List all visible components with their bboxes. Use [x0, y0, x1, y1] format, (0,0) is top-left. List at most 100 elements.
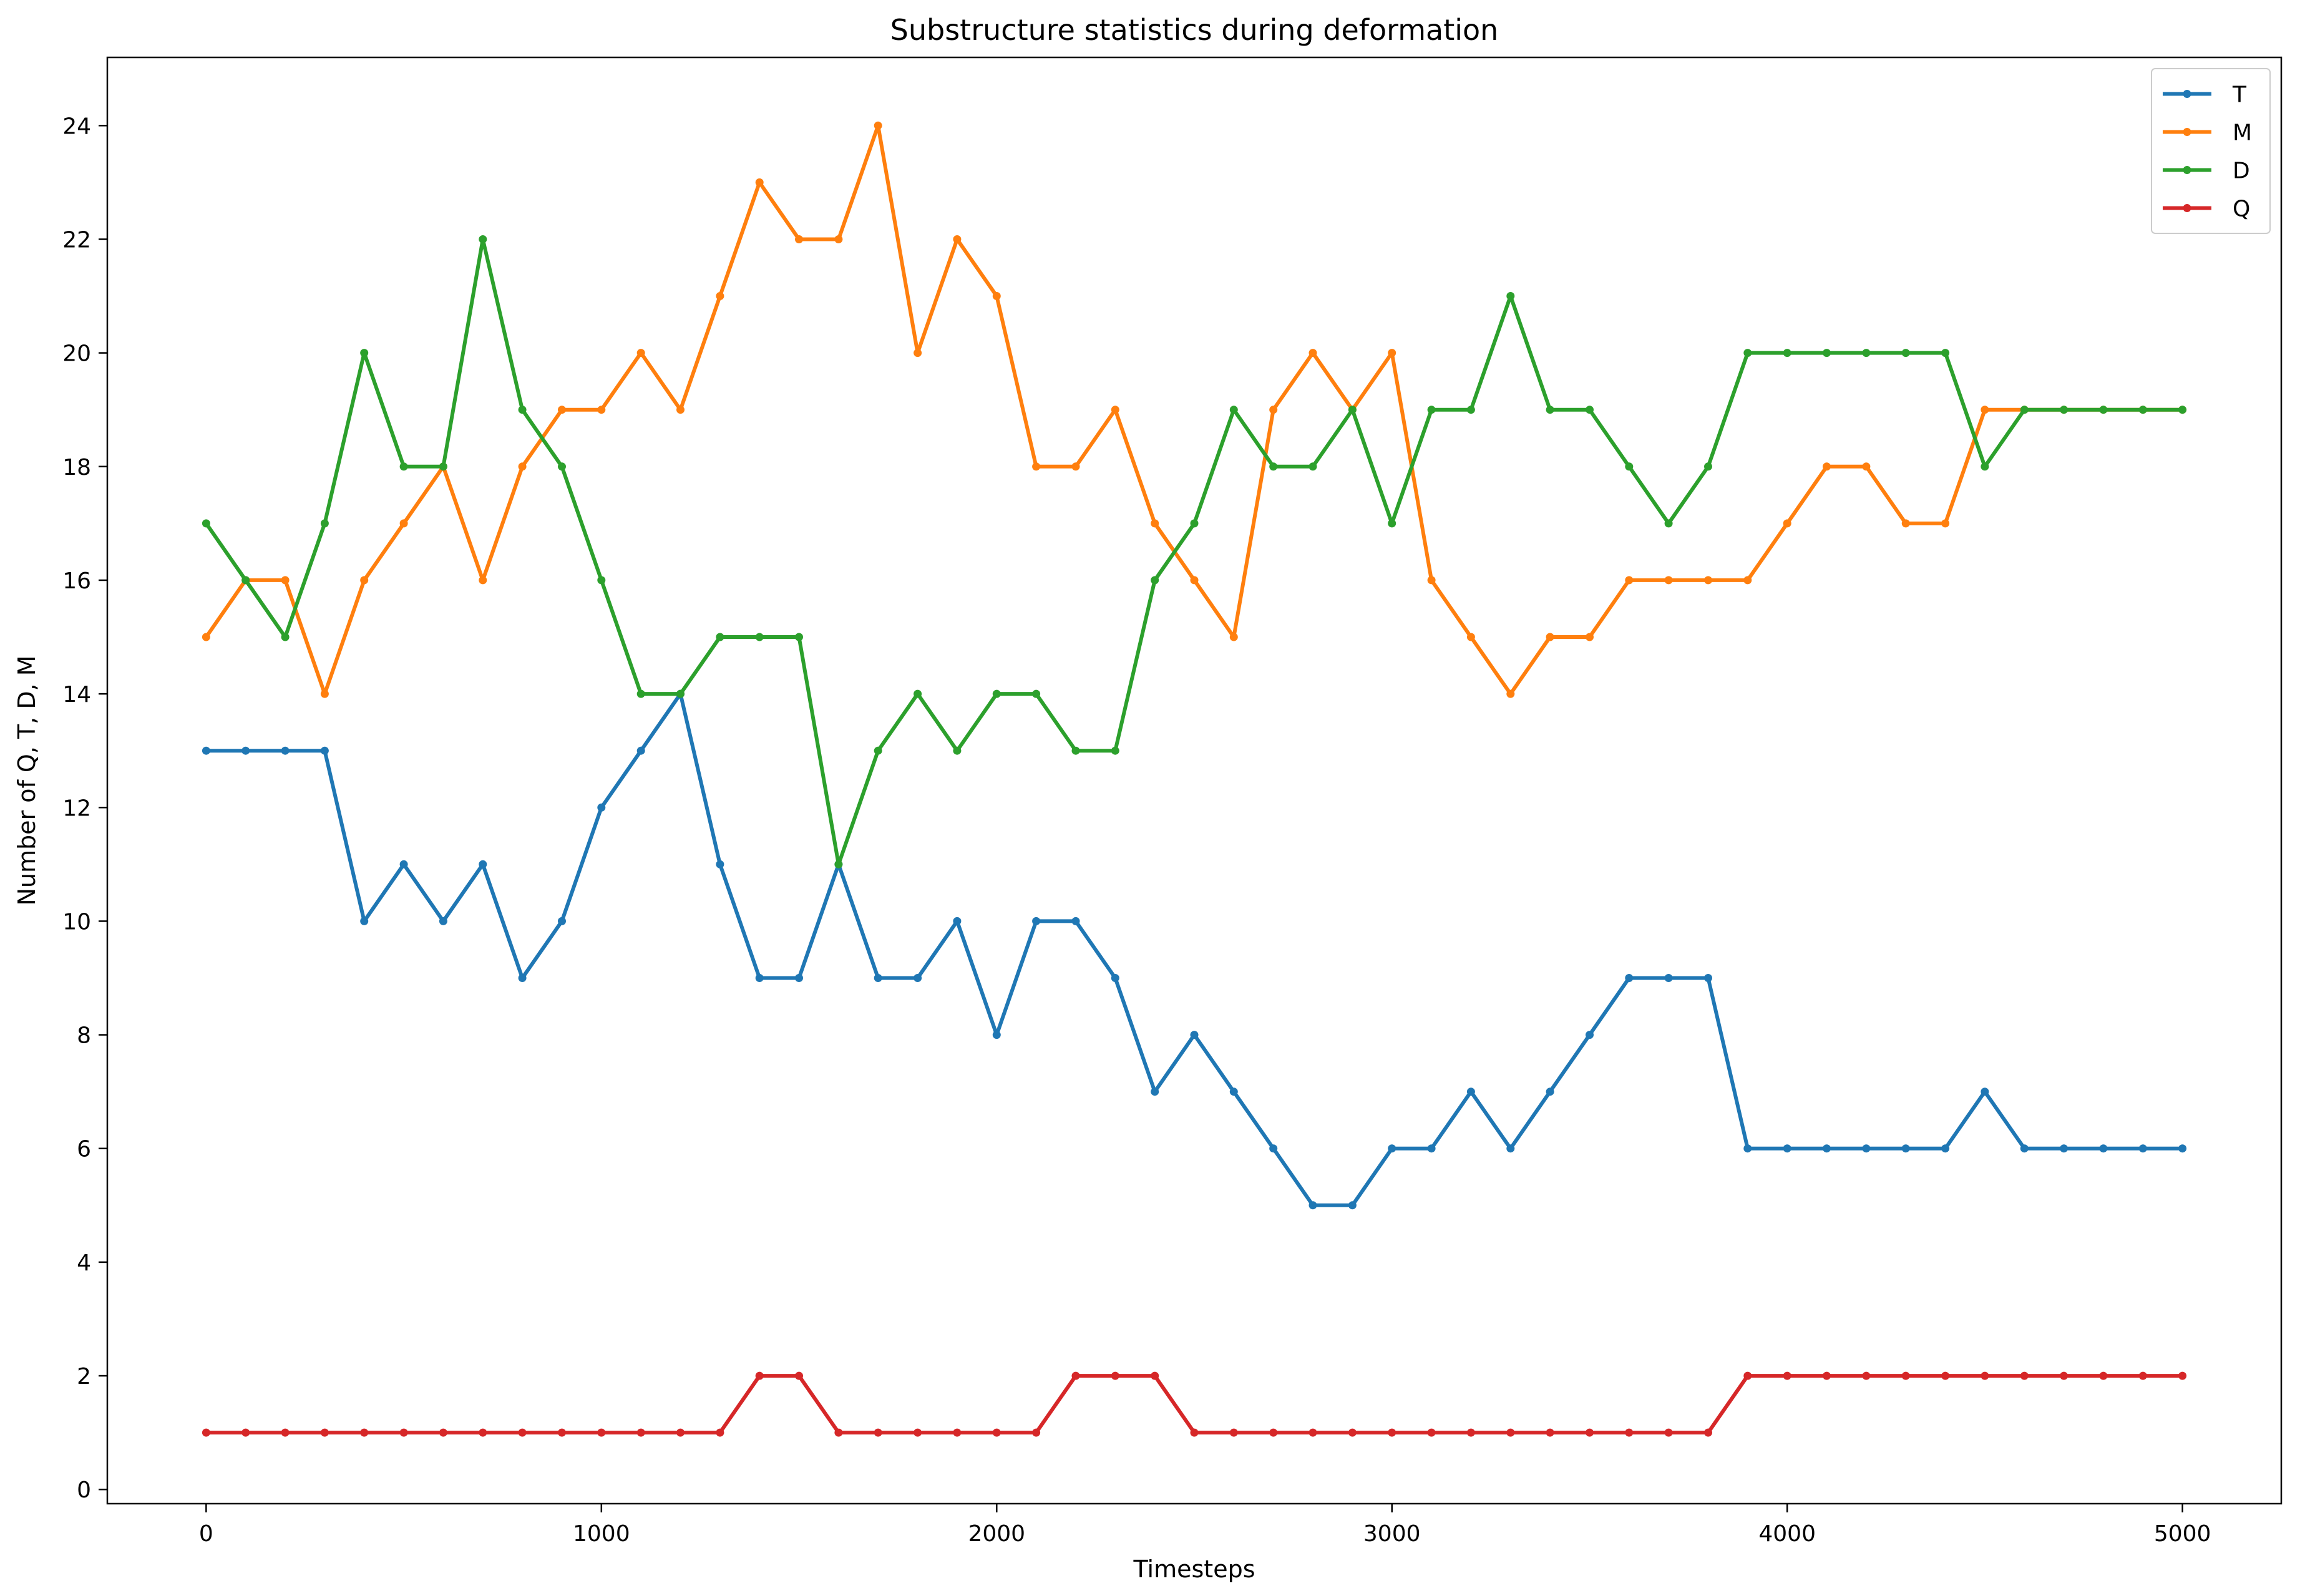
x-tick-label: 1000 — [573, 1521, 630, 1547]
data-point-Q — [874, 1428, 882, 1437]
data-point-M — [1664, 576, 1673, 585]
data-point-M — [518, 462, 527, 471]
data-point-T — [953, 917, 962, 925]
data-point-T — [1229, 1088, 1238, 1096]
data-point-T — [281, 746, 290, 755]
y-tick-label: 8 — [77, 1023, 91, 1049]
data-point-M — [1032, 462, 1041, 471]
data-point-D — [834, 860, 843, 869]
data-point-D — [1625, 462, 1634, 471]
x-tick-label: 0 — [199, 1521, 213, 1547]
data-point-M — [914, 349, 922, 358]
data-point-D — [992, 689, 1001, 698]
data-point-M — [1229, 633, 1238, 641]
data-point-D — [755, 633, 764, 641]
data-point-D — [874, 746, 882, 755]
data-point-M — [874, 121, 882, 130]
data-point-M — [636, 349, 645, 358]
data-point-D — [281, 633, 290, 641]
data-point-T — [1151, 1088, 1159, 1096]
data-point-M — [479, 576, 487, 585]
data-point-M — [1704, 576, 1712, 585]
data-point-D — [1071, 746, 1080, 755]
data-point-M — [202, 633, 210, 641]
data-point-Q — [1664, 1428, 1673, 1437]
data-point-M — [953, 235, 962, 243]
chart-title: Substructure statistics during deformati… — [890, 13, 1499, 47]
data-point-D — [320, 519, 329, 528]
data-point-T — [2099, 1144, 2108, 1153]
series-layer — [202, 121, 2187, 1437]
data-point-D — [1823, 349, 1831, 358]
data-point-M — [1783, 519, 1791, 528]
y-tick-label: 10 — [62, 909, 91, 935]
legend-marker-M — [2183, 128, 2191, 136]
data-point-M — [399, 519, 408, 528]
y-tick-label: 18 — [62, 455, 91, 480]
data-point-Q — [1783, 1371, 1791, 1380]
data-point-M — [795, 235, 803, 243]
data-point-Q — [1981, 1371, 1989, 1380]
x-tick-label: 2000 — [968, 1521, 1025, 1547]
data-point-T — [1071, 917, 1080, 925]
data-point-D — [2020, 406, 2029, 414]
data-point-D — [360, 349, 369, 358]
data-point-M — [1625, 576, 1634, 585]
data-point-T — [360, 917, 369, 925]
data-point-M — [1111, 406, 1119, 414]
data-point-M — [1941, 519, 1950, 528]
legend-marker-D — [2183, 166, 2191, 174]
data-point-D — [1704, 462, 1712, 471]
data-point-Q — [479, 1428, 487, 1437]
data-point-T — [1111, 974, 1119, 982]
data-point-M — [1901, 519, 1910, 528]
data-point-T — [1901, 1144, 1910, 1153]
data-point-T — [1981, 1088, 1989, 1096]
data-point-M — [1743, 576, 1752, 585]
data-point-D — [676, 689, 685, 698]
data-point-Q — [716, 1428, 724, 1437]
data-point-D — [202, 519, 210, 528]
data-point-T — [1427, 1144, 1436, 1153]
data-point-D — [1269, 462, 1278, 471]
data-point-Q — [834, 1428, 843, 1437]
data-point-D — [795, 633, 803, 641]
data-point-Q — [1151, 1371, 1159, 1380]
data-point-Q — [597, 1428, 606, 1437]
data-point-T — [597, 803, 606, 812]
legend-label-T: T — [2232, 82, 2247, 108]
data-point-M — [1862, 462, 1871, 471]
data-point-D — [1348, 406, 1357, 414]
data-point-Q — [1823, 1371, 1831, 1380]
y-tick-label: 16 — [62, 568, 91, 594]
data-point-D — [1190, 519, 1199, 528]
data-point-T — [479, 860, 487, 869]
data-point-D — [716, 633, 724, 641]
data-point-T — [2138, 1144, 2147, 1153]
x-tick-label: 5000 — [2154, 1521, 2211, 1547]
data-point-D — [1427, 406, 1436, 414]
data-point-Q — [914, 1428, 922, 1437]
data-point-M — [1190, 576, 1199, 585]
data-point-M — [716, 292, 724, 300]
data-point-D — [597, 576, 606, 585]
data-point-Q — [202, 1428, 210, 1437]
data-point-M — [1071, 462, 1080, 471]
data-point-D — [1981, 462, 1989, 471]
plot-area-frame — [106, 56, 2283, 1505]
data-point-T — [1823, 1144, 1831, 1153]
data-point-D — [1388, 519, 1396, 528]
data-point-T — [202, 746, 210, 755]
data-point-T — [874, 974, 882, 982]
legend-marker-T — [2183, 90, 2191, 98]
y-tick-label: 2 — [77, 1364, 91, 1389]
data-point-T — [1506, 1144, 1515, 1153]
data-point-D — [1308, 462, 1317, 471]
data-point-M — [360, 576, 369, 585]
data-point-Q — [1901, 1371, 1910, 1380]
y-tick-label: 6 — [77, 1137, 91, 1162]
data-point-D — [1229, 406, 1238, 414]
data-point-Q — [1032, 1428, 1041, 1437]
